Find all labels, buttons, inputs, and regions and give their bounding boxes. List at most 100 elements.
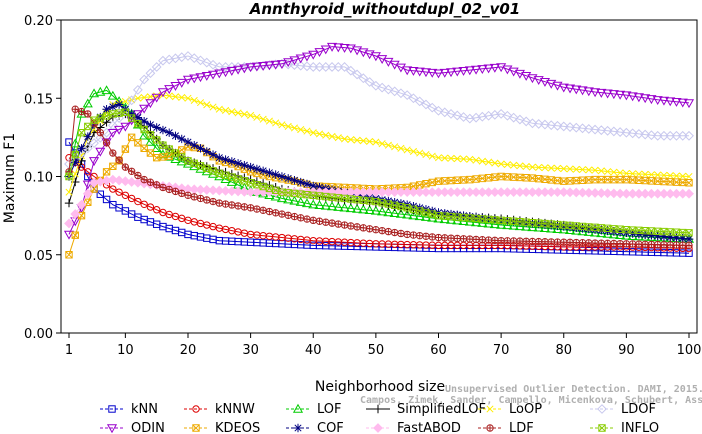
data-point-loop xyxy=(121,97,129,105)
data-point-loop xyxy=(629,170,637,178)
data-point-fastabod xyxy=(126,177,137,187)
data-point-cof xyxy=(471,212,481,222)
data-point-ldf xyxy=(509,237,518,245)
legend-item-kdeos: KDEOS xyxy=(184,421,260,434)
data-point-knnw xyxy=(115,188,123,196)
data-point-ldf xyxy=(178,189,186,197)
data-point-ldf xyxy=(171,187,180,195)
data-point-ldof xyxy=(408,93,419,104)
data-point-ldf xyxy=(297,214,305,222)
data-point-lof xyxy=(496,219,507,229)
data-point-loop xyxy=(203,101,211,109)
data-point-ldf xyxy=(434,233,443,242)
data-point-ldof xyxy=(414,96,425,107)
data-point-ldof xyxy=(646,130,657,141)
data-point-loop xyxy=(247,111,255,120)
series-cof xyxy=(64,100,694,244)
data-point-loop xyxy=(497,160,505,168)
data-point-loop xyxy=(647,171,655,179)
data-point-cof xyxy=(271,170,280,179)
data-point-loop xyxy=(472,156,480,164)
data-point-ldf xyxy=(647,240,656,249)
data-point-ldf xyxy=(384,227,393,236)
data-point-fastabod xyxy=(558,187,569,198)
chart-title: Annthyroid_withoutdupl_02_v01 xyxy=(249,0,521,18)
data-point-ldf xyxy=(447,234,455,242)
data-point-cof xyxy=(227,157,237,166)
data-point-lof xyxy=(320,200,331,210)
data-point-lof xyxy=(151,143,162,153)
data-point-loop xyxy=(485,158,493,166)
data-point-cof xyxy=(139,117,149,126)
data-point-loop xyxy=(234,109,242,117)
data-point-lof xyxy=(420,211,432,221)
data-point-cof xyxy=(659,232,669,241)
data-point-odin xyxy=(320,45,331,55)
data-point-odin xyxy=(646,95,657,105)
data-point-ldf xyxy=(635,240,643,248)
data-point-fastabod xyxy=(82,188,93,199)
legend-label-odin: ODIN xyxy=(131,421,165,434)
data-point-fastabod xyxy=(107,174,118,185)
data-point-lof xyxy=(276,193,287,203)
data-point-ldof xyxy=(383,84,394,95)
data-point-ldf xyxy=(591,239,599,247)
data-point-ldf xyxy=(240,203,249,211)
data-point-odin xyxy=(583,87,594,97)
legend-item-odin: ODIN xyxy=(100,421,165,434)
data-point-kdeos xyxy=(109,162,117,171)
data-point-lof xyxy=(527,222,538,232)
data-point-kdeos xyxy=(165,152,173,160)
data-point-ldof xyxy=(621,127,632,138)
data-point-ldof xyxy=(633,129,644,139)
legend-marker-ldf xyxy=(486,424,494,432)
data-point-ldf xyxy=(653,240,662,249)
data-point-cof xyxy=(165,128,174,137)
data-point-ldof xyxy=(377,82,388,93)
legend-item-cof: COF xyxy=(286,421,344,434)
data-point-ldof xyxy=(389,86,400,97)
data-point-ldf xyxy=(102,139,111,147)
data-point-loop xyxy=(265,117,273,125)
data-point-ldf xyxy=(259,206,267,214)
data-point-loop xyxy=(522,162,530,171)
data-point-lof xyxy=(508,220,519,230)
data-point-odin xyxy=(157,88,168,98)
legend-item-simplifiedlof: SimplifiedLOF xyxy=(366,402,486,417)
data-point-kdeos xyxy=(134,139,142,147)
data-point-fastabod xyxy=(195,184,206,195)
data-point-loop xyxy=(397,144,405,152)
data-point-loop xyxy=(416,149,424,157)
data-point-loop xyxy=(660,171,668,179)
data-point-odin xyxy=(590,88,601,98)
data-point-ldf xyxy=(622,240,631,248)
data-point-lof xyxy=(76,108,87,118)
legend-marker-kdeos xyxy=(192,424,200,432)
data-point-ldof xyxy=(396,88,406,99)
legend-marker-cof xyxy=(293,423,303,433)
data-point-odin xyxy=(88,157,100,167)
axes: 1 10 20 30 40 50 60 70 80 90 100 0.00 0.05 0.10 0.15 0.… xyxy=(24,14,701,358)
data-point-lof xyxy=(345,203,356,213)
data-point-lof xyxy=(514,221,525,231)
data-point-odin xyxy=(176,78,187,88)
data-point-fastabod xyxy=(684,188,694,199)
legend-item-lof: LOF xyxy=(286,402,342,417)
legend-label-lof: LOF xyxy=(317,402,342,417)
data-point-lof xyxy=(270,191,281,201)
x-tick-label: 40 xyxy=(305,343,322,358)
data-point-ldof xyxy=(208,59,218,70)
data-point-ldf xyxy=(328,219,336,227)
legend-label-ldof: LDOF xyxy=(621,402,656,417)
data-point-lof xyxy=(101,85,112,95)
data-point-ldof xyxy=(364,77,375,87)
data-point-kdeos xyxy=(178,146,186,154)
data-point-ldof xyxy=(496,108,507,119)
data-point-odin xyxy=(602,89,613,99)
series-lof xyxy=(63,85,695,243)
data-point-odin xyxy=(627,92,638,102)
legend-item-ldf: LDF xyxy=(478,421,534,434)
data-point-ldf xyxy=(459,235,468,243)
data-point-knn xyxy=(96,190,105,198)
data-point-odin xyxy=(483,64,494,74)
